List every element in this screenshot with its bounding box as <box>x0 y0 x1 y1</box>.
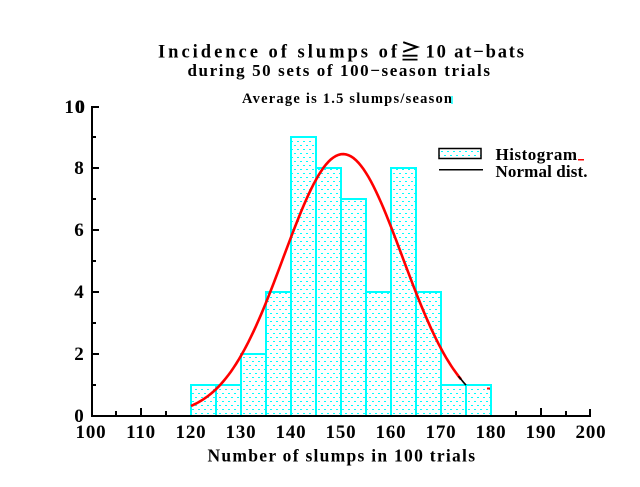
svg-text:0: 0 <box>75 97 85 118</box>
svg-text:160: 160 <box>376 422 407 443</box>
svg-text:10 at−bats: 10 at−bats <box>426 43 525 63</box>
svg-text:0: 0 <box>74 406 84 427</box>
svg-text:140: 140 <box>276 422 307 443</box>
svg-text:6: 6 <box>74 220 84 241</box>
svg-text:190: 190 <box>526 422 557 443</box>
svg-text:Number of slumps in 100 trials: Number of slumps in 100 trials <box>208 446 476 466</box>
svg-text:110: 110 <box>126 422 156 443</box>
svg-text:120: 120 <box>176 422 207 443</box>
svg-text:100: 100 <box>76 422 107 443</box>
svg-text:Histogram: Histogram <box>496 145 578 164</box>
svg-text:10: 10 <box>64 97 85 118</box>
svg-text:Average is 1.5 slumps/season: Average is 1.5 slumps/season <box>242 91 452 107</box>
svg-text:170: 170 <box>426 422 457 443</box>
svg-text:Normal dist.: Normal dist. <box>496 162 588 181</box>
svg-text:200: 200 <box>576 422 607 443</box>
svg-text:180: 180 <box>476 422 507 443</box>
svg-text:8: 8 <box>74 158 84 179</box>
svg-text:4: 4 <box>74 282 84 303</box>
svg-text:130: 130 <box>226 422 257 443</box>
svg-text:150: 150 <box>326 422 357 443</box>
svg-text:2: 2 <box>74 344 84 365</box>
